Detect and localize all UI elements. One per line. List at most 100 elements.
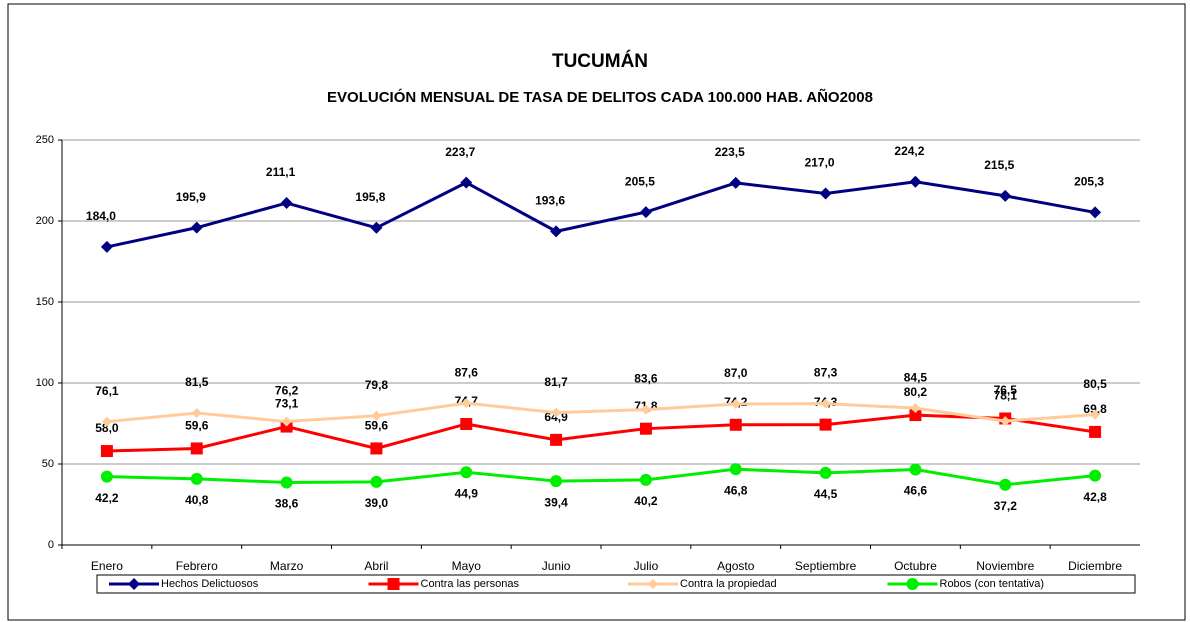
legend-label: Robos (con tentativa) (940, 578, 1045, 590)
data-label: 39,4 (544, 495, 568, 509)
x-tick-label: Septiembre (795, 559, 857, 573)
data-point (550, 433, 563, 446)
x-tick-label: Agosto (717, 559, 755, 573)
data-point (191, 407, 202, 418)
y-tick-label: 250 (36, 134, 54, 146)
data-label: 44,5 (814, 487, 838, 501)
data-label: 83,6 (634, 372, 658, 386)
y-tick-label: 150 (36, 296, 54, 308)
chart-subtitle: EVOLUCIÓN MENSUAL DE TASA DE DELITOS CAD… (327, 88, 873, 106)
data-label: 46,6 (904, 484, 928, 498)
data-point (910, 403, 921, 414)
data-label: 81,7 (544, 375, 568, 389)
data-point (640, 404, 651, 415)
data-point (1089, 469, 1102, 482)
data-label: 87,0 (724, 366, 748, 380)
data-point (909, 409, 922, 422)
data-point (281, 416, 292, 427)
data-label: 76,5 (994, 383, 1018, 397)
series-line (106, 467, 1096, 487)
data-point (101, 416, 112, 427)
data-label: 42,8 (1083, 490, 1107, 504)
legend-box (96, 574, 1136, 594)
data-point (819, 466, 832, 479)
legend-marker (906, 578, 919, 590)
data-point (909, 175, 922, 188)
data-point (909, 463, 922, 476)
x-tick-label: Octubre (894, 559, 937, 573)
data-label: 195,9 (176, 190, 206, 204)
data-point (371, 410, 382, 421)
data-label: 59,6 (185, 419, 209, 433)
chart-frame (7, 3, 1186, 621)
data-label: 44,9 (455, 486, 479, 500)
data-point (639, 206, 652, 219)
data-point (370, 221, 383, 234)
data-label: 76,2 (275, 384, 299, 398)
data-point (1089, 425, 1102, 438)
data-point (730, 399, 741, 410)
series-line (106, 413, 1096, 453)
data-label: 78,1 (994, 389, 1018, 403)
data-point (729, 463, 742, 476)
data-point (100, 240, 113, 253)
data-point (819, 418, 832, 431)
data-label: 224,2 (894, 144, 924, 158)
data-point (729, 176, 742, 189)
x-tick-label: Mayo (452, 559, 482, 573)
data-label: 81,5 (185, 375, 209, 389)
data-point (280, 197, 293, 210)
data-label: 37,2 (994, 499, 1018, 513)
data-point (1089, 206, 1102, 219)
data-label: 76,1 (95, 384, 119, 398)
legend-marker (648, 579, 658, 589)
data-label: 195,8 (355, 190, 385, 204)
y-tick-label: 0 (48, 539, 54, 551)
data-point (460, 417, 473, 430)
data-label: 40,2 (634, 494, 658, 508)
data-label: 59,6 (365, 419, 389, 433)
x-tick-label: Noviembre (976, 559, 1034, 573)
y-tick-label: 50 (42, 458, 54, 470)
data-point (280, 476, 293, 489)
data-label: 205,3 (1074, 175, 1104, 189)
data-label: 38,6 (275, 497, 299, 511)
data-label: 211,1 (266, 165, 296, 179)
legend-label: Contra la propiedad (680, 578, 777, 590)
data-point (100, 445, 113, 458)
x-tick-label: Abril (364, 559, 388, 573)
data-point (550, 475, 563, 488)
data-point (820, 398, 831, 409)
data-point (729, 418, 742, 431)
data-label: 87,6 (455, 365, 479, 379)
x-tick-label: Junio (542, 559, 571, 573)
data-label: 223,5 (715, 145, 745, 159)
data-point (190, 221, 203, 234)
legend-label: Hechos Delictuosos (161, 578, 259, 590)
data-label: 39,0 (365, 496, 389, 510)
data-point (190, 442, 203, 455)
data-point (370, 442, 383, 455)
data-point (1090, 409, 1101, 420)
x-tick-label: Enero (91, 559, 123, 573)
data-label: 223,7 (445, 145, 475, 159)
data-label: 73,1 (275, 397, 299, 411)
series-line (106, 401, 1096, 424)
data-label: 40,8 (185, 493, 209, 507)
data-point (460, 176, 473, 189)
data-label: 69,8 (1083, 402, 1107, 416)
data-point (551, 407, 562, 418)
data-label: 217,0 (805, 156, 835, 170)
x-tick-label: Julio (634, 559, 659, 573)
data-point (999, 189, 1012, 202)
x-tick-label: Marzo (270, 559, 304, 573)
data-point (550, 225, 563, 238)
x-tick-label: Diciembre (1068, 559, 1122, 573)
x-tick-label: Febrero (176, 559, 218, 573)
data-label: 46,8 (724, 483, 748, 497)
data-point (999, 478, 1012, 491)
y-tick-label: 100 (36, 377, 54, 389)
data-point (819, 187, 832, 200)
data-label: 184,0 (86, 209, 116, 223)
